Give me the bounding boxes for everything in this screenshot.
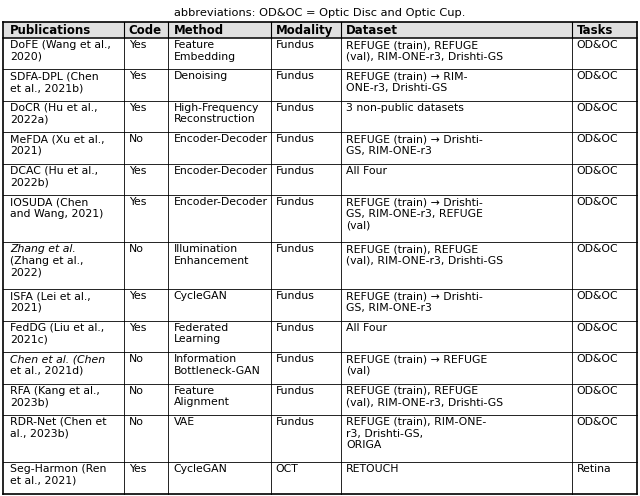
Text: Information
Bottleneck-GAN: Information Bottleneck-GAN — [173, 354, 260, 376]
Text: FedDG (Liu et al.,
2021c): FedDG (Liu et al., 2021c) — [10, 323, 104, 344]
Text: All Four: All Four — [346, 323, 387, 333]
Text: OD&OC: OD&OC — [577, 291, 618, 301]
Text: Fundus: Fundus — [276, 244, 315, 254]
Text: REFUGE (train) → Drishti-
GS, RIM-ONE-r3: REFUGE (train) → Drishti- GS, RIM-ONE-r3 — [346, 134, 483, 156]
Text: 3 non-public datasets: 3 non-public datasets — [346, 103, 464, 113]
Text: Tasks: Tasks — [577, 24, 613, 37]
Text: Fundus: Fundus — [276, 103, 315, 113]
Text: Feature
Alignment: Feature Alignment — [173, 385, 229, 407]
Text: Yes: Yes — [129, 166, 146, 176]
Text: OD&OC: OD&OC — [577, 244, 618, 254]
Text: Feature
Embedding: Feature Embedding — [173, 40, 236, 62]
Text: Code: Code — [129, 24, 162, 37]
Text: Fundus: Fundus — [276, 323, 315, 333]
Text: IOSUDA (Chen
and Wang, 2021): IOSUDA (Chen and Wang, 2021) — [10, 197, 104, 219]
Text: Yes: Yes — [129, 71, 146, 81]
Text: OCT: OCT — [276, 464, 299, 474]
Text: DoFE (Wang et al.,
2020): DoFE (Wang et al., 2020) — [10, 40, 111, 62]
Text: Fundus: Fundus — [276, 40, 315, 50]
Text: REFUGE (train), RIM-ONE-
r3, Drishti-GS,
ORIGA: REFUGE (train), RIM-ONE- r3, Drishti-GS,… — [346, 417, 486, 450]
Text: SDFA-DPL (Chen
et al., 2021b): SDFA-DPL (Chen et al., 2021b) — [10, 71, 99, 93]
Text: Fundus: Fundus — [276, 291, 315, 301]
Text: Yes: Yes — [129, 291, 146, 301]
Text: Method: Method — [173, 24, 223, 37]
Text: Yes: Yes — [129, 197, 146, 207]
Text: OD&OC: OD&OC — [577, 71, 618, 81]
Text: Fundus: Fundus — [276, 417, 315, 427]
Text: ISFA (Lei et al.,
2021): ISFA (Lei et al., 2021) — [10, 291, 91, 313]
Text: DCAC (Hu et al.,
2022b): DCAC (Hu et al., 2022b) — [10, 166, 99, 187]
Text: REFUGE (train) → RIM-
ONE-r3, Drishti-GS: REFUGE (train) → RIM- ONE-r3, Drishti-GS — [346, 71, 468, 93]
Text: OD&OC: OD&OC — [577, 354, 618, 364]
Text: abbreviations: OD&OC = Optic Disc and Optic Cup.: abbreviations: OD&OC = Optic Disc and Op… — [174, 8, 466, 18]
Text: OD&OC: OD&OC — [577, 385, 618, 395]
Text: OD&OC: OD&OC — [577, 166, 618, 176]
Text: Yes: Yes — [129, 40, 146, 50]
Text: OD&OC: OD&OC — [577, 40, 618, 50]
Text: High-Frequency
Reconstruction: High-Frequency Reconstruction — [173, 103, 259, 124]
Text: Fundus: Fundus — [276, 197, 315, 207]
Text: Modality: Modality — [276, 24, 333, 37]
Text: Fundus: Fundus — [276, 71, 315, 81]
Text: DoCR (Hu et al.,
2022a): DoCR (Hu et al., 2022a) — [10, 103, 98, 124]
Text: Zhang et al.: Zhang et al. — [10, 244, 76, 254]
Text: No: No — [129, 385, 143, 395]
Text: VAE: VAE — [173, 417, 195, 427]
Text: Fundus: Fundus — [276, 354, 315, 364]
Text: RETOUCH: RETOUCH — [346, 464, 400, 474]
Text: MeFDA (Xu et al.,
2021): MeFDA (Xu et al., 2021) — [10, 134, 105, 156]
Text: Federated
Learning: Federated Learning — [173, 323, 228, 344]
Text: OD&OC: OD&OC — [577, 103, 618, 113]
Text: et al., 2021d): et al., 2021d) — [10, 354, 84, 376]
Text: Fundus: Fundus — [276, 385, 315, 395]
Text: No: No — [129, 134, 143, 144]
Text: Yes: Yes — [129, 103, 146, 113]
Text: OD&OC: OD&OC — [577, 323, 618, 333]
Text: RDR-Net (Chen et
al., 2023b): RDR-Net (Chen et al., 2023b) — [10, 417, 107, 438]
Bar — [3, 22, 637, 38]
Text: Encoder-Decoder: Encoder-Decoder — [173, 197, 268, 207]
Text: Chen et al. (Chen: Chen et al. (Chen — [10, 354, 106, 364]
Text: REFUGE (train) → REFUGE
(val): REFUGE (train) → REFUGE (val) — [346, 354, 488, 376]
Text: No: No — [129, 354, 143, 364]
Text: REFUGE (train), REFUGE
(val), RIM-ONE-r3, Drishti-GS: REFUGE (train), REFUGE (val), RIM-ONE-r3… — [346, 244, 504, 266]
Text: OD&OC: OD&OC — [577, 197, 618, 207]
Text: RFA (Kang et al.,
2023b): RFA (Kang et al., 2023b) — [10, 385, 100, 407]
Text: REFUGE (train) → Drishti-
GS, RIM-ONE-r3: REFUGE (train) → Drishti- GS, RIM-ONE-r3 — [346, 291, 483, 313]
Text: CycleGAN: CycleGAN — [173, 291, 227, 301]
Text: Illumination
Enhancement: Illumination Enhancement — [173, 244, 249, 266]
Text: Dataset: Dataset — [346, 24, 398, 37]
Text: Denoising: Denoising — [173, 71, 228, 81]
Text: Fundus: Fundus — [276, 134, 315, 144]
Text: Retina: Retina — [577, 464, 611, 474]
Text: REFUGE (train) → Drishti-
GS, RIM-ONE-r3, REFUGE
(val): REFUGE (train) → Drishti- GS, RIM-ONE-r3… — [346, 197, 483, 230]
Text: Fundus: Fundus — [276, 166, 315, 176]
Text: Yes: Yes — [129, 464, 146, 474]
Text: Yes: Yes — [129, 323, 146, 333]
Text: (Zhang et al.,
2022): (Zhang et al., 2022) — [10, 244, 84, 277]
Text: Encoder-Decoder: Encoder-Decoder — [173, 166, 268, 176]
Text: All Four: All Four — [346, 166, 387, 176]
Text: No: No — [129, 417, 143, 427]
Text: Seg-Harmon (Ren
et al., 2021): Seg-Harmon (Ren et al., 2021) — [10, 464, 107, 486]
Text: Encoder-Decoder: Encoder-Decoder — [173, 134, 268, 144]
Text: REFUGE (train), REFUGE
(val), RIM-ONE-r3, Drishti-GS: REFUGE (train), REFUGE (val), RIM-ONE-r3… — [346, 385, 504, 407]
Text: OD&OC: OD&OC — [577, 134, 618, 144]
Text: OD&OC: OD&OC — [577, 417, 618, 427]
Text: Publications: Publications — [10, 24, 92, 37]
Text: CycleGAN: CycleGAN — [173, 464, 227, 474]
Text: No: No — [129, 244, 143, 254]
Text: REFUGE (train), REFUGE
(val), RIM-ONE-r3, Drishti-GS: REFUGE (train), REFUGE (val), RIM-ONE-r3… — [346, 40, 504, 62]
